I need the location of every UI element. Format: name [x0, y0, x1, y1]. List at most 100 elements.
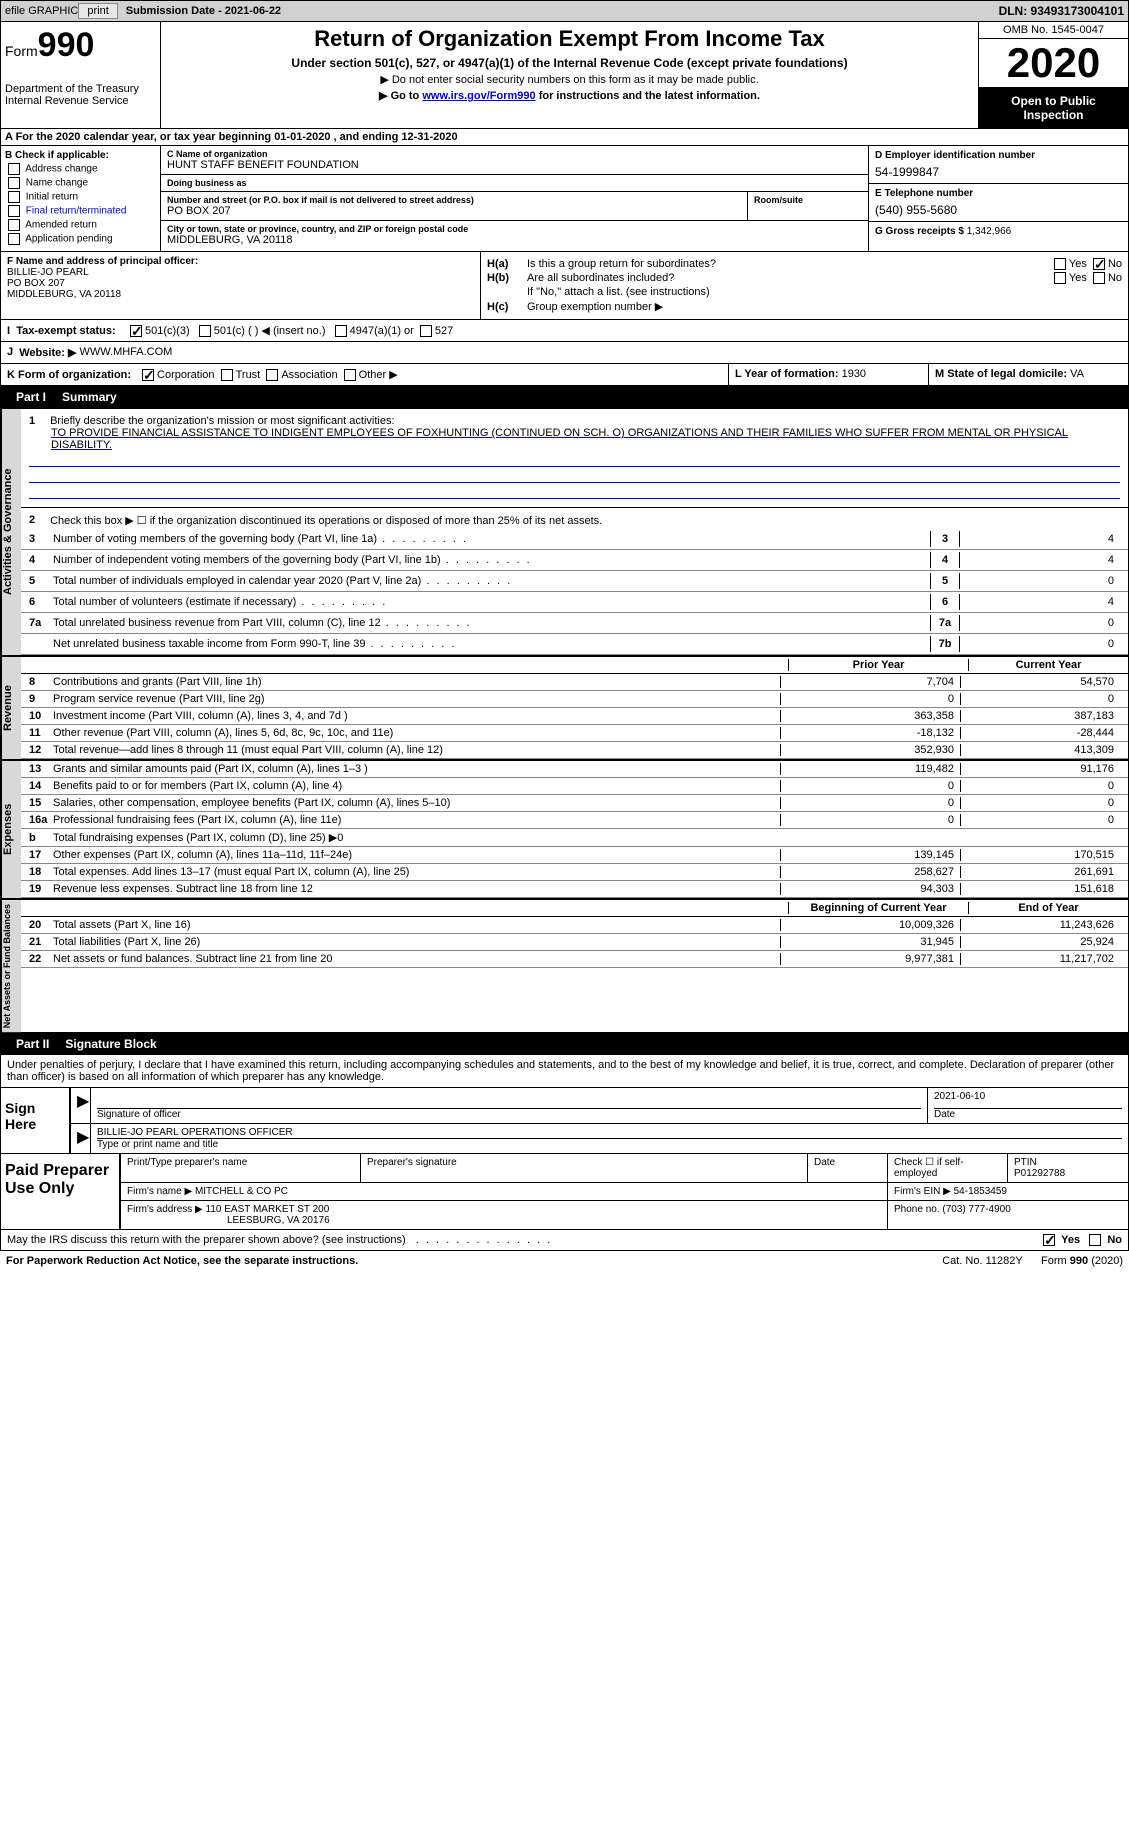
preparer-block: Paid Preparer Use Only Print/Type prepar…	[0, 1154, 1129, 1230]
ha-yes[interactable]	[1054, 258, 1066, 270]
footer-right: Form 990 (2020)	[1041, 1255, 1123, 1267]
sig-date-label: Date	[934, 1109, 1122, 1120]
hb-yes[interactable]	[1054, 272, 1066, 284]
part2-num: Part II	[8, 1035, 57, 1053]
summary-line: 21Total liabilities (Part X, line 26)31,…	[21, 934, 1128, 951]
check-applicable: B Check if applicable: Address change Na…	[1, 146, 161, 251]
chk-name-change[interactable]: Name change	[5, 177, 156, 189]
open-public-label: Open to Public Inspection	[979, 88, 1128, 128]
summary-line: 11Other revenue (Part VIII, column (A), …	[21, 725, 1128, 742]
blank-line	[29, 453, 1120, 467]
governance-block: Activities & Governance 1 Briefly descri…	[0, 408, 1129, 656]
dln-label: DLN: 93493173004101	[999, 4, 1124, 18]
print-button[interactable]: print	[78, 3, 117, 19]
begin-year-hdr: Beginning of Current Year	[788, 902, 968, 914]
part1-header: Part I Summary	[0, 386, 1129, 408]
summary-line: Net unrelated business taxable income fr…	[21, 634, 1128, 655]
hb-no[interactable]	[1093, 272, 1105, 284]
sig-officer-label: Signature of officer	[97, 1109, 921, 1120]
firm-phone-label: Phone no.	[894, 1204, 940, 1215]
governance-side-label: Activities & Governance	[1, 409, 21, 655]
name-address-block: C Name of organization HUNT STAFF BENEFI…	[161, 146, 868, 251]
addr-label: Number and street (or P.O. box if mail i…	[167, 195, 741, 205]
note2-prefix: ▶ Go to	[379, 90, 422, 102]
part1-title: Summary	[62, 390, 117, 404]
summary-line: 19Revenue less expenses. Subtract line 1…	[21, 881, 1128, 898]
footer-mid: Cat. No. 11282Y	[942, 1255, 1023, 1267]
chk-address-change[interactable]: Address change	[5, 163, 156, 175]
discuss-no[interactable]	[1089, 1234, 1101, 1246]
summary-line: 12Total revenue—add lines 8 through 11 (…	[21, 742, 1128, 759]
tax-year: 2020	[1007, 39, 1100, 86]
prep-self-hdr: Check ☐ if self-employed	[888, 1154, 1008, 1182]
chk-527[interactable]	[420, 325, 432, 337]
city-value: MIDDLEBURG, VA 20118	[167, 234, 862, 246]
instructions-link[interactable]: www.irs.gov/Form990	[422, 90, 535, 102]
note-link: ▶ Go to www.irs.gov/Form990 for instruct…	[169, 89, 970, 102]
summary-line: 22Net assets or fund balances. Subtract …	[21, 951, 1128, 968]
firm-phone: (703) 777-4900	[942, 1204, 1010, 1215]
officer-addr1: PO BOX 207	[7, 278, 474, 289]
efile-label: efile GRAPHIC	[5, 5, 78, 17]
summary-line: 18Total expenses. Add lines 13–17 (must …	[21, 864, 1128, 881]
id-block: D Employer identification number 54-1999…	[868, 146, 1128, 251]
d-label: D Employer identification number	[875, 150, 1122, 161]
l-label: L Year of formation:	[735, 368, 839, 380]
ha-no[interactable]	[1093, 258, 1105, 270]
form-id-block: Form990 Department of the Treasury Inter…	[1, 22, 161, 128]
blank-line	[29, 485, 1120, 499]
chk-initial-return[interactable]: Initial return	[5, 191, 156, 203]
expenses-side-label: Expenses	[1, 761, 21, 898]
summary-line: 20Total assets (Part X, line 16)10,009,3…	[21, 917, 1128, 934]
l2-num: 2	[29, 514, 47, 526]
opt-501c: 501(c) ( ) ◀ (insert no.)	[214, 324, 326, 337]
chk-amended[interactable]: Amended return	[5, 219, 156, 231]
dept-label: Department of the Treasury Internal Reve…	[5, 83, 156, 107]
i-text: Tax-exempt status:	[16, 325, 115, 337]
blank-line	[29, 469, 1120, 483]
expenses-block: Expenses 13Grants and similar amounts pa…	[0, 760, 1129, 899]
firm-label: Firm's name ▶	[127, 1186, 192, 1197]
summary-line: 9Program service revenue (Part VIII, lin…	[21, 691, 1128, 708]
dba-label: Doing business as	[167, 178, 862, 188]
form-header: Form990 Department of the Treasury Inter…	[0, 22, 1129, 129]
chk-app-pending[interactable]: Application pending	[5, 233, 156, 245]
m-label: M State of legal domicile:	[935, 368, 1067, 380]
chk-assoc[interactable]	[266, 369, 278, 381]
name-title-label: Type or print name and title	[97, 1139, 1122, 1150]
chk-501c[interactable]	[199, 325, 211, 337]
chk-other[interactable]	[344, 369, 356, 381]
part2-title: Signature Block	[65, 1037, 156, 1051]
website-row: J Website: ▶ WWW.MHFA.COM	[0, 342, 1129, 364]
summary-line: 6Total number of volunteers (estimate if…	[21, 592, 1128, 613]
tax-status-row: I Tax-exempt status: 501(c)(3) 501(c) ( …	[0, 320, 1129, 342]
chk-4947[interactable]	[335, 325, 347, 337]
revenue-side-label: Revenue	[1, 657, 21, 759]
phone-value: (540) 955-5680	[875, 203, 1122, 217]
hc-label: H(c)	[487, 301, 527, 313]
summary-line: 8Contributions and grants (Part VIII, li…	[21, 674, 1128, 691]
j-label: J	[7, 346, 13, 359]
firm-addr2: LEESBURG, VA 20176	[227, 1215, 330, 1226]
note-ssn: ▶ Do not enter social security numbers o…	[169, 73, 970, 86]
officer-block: F Name and address of principal officer:…	[1, 252, 481, 319]
summary-line: 16aProfessional fundraising fees (Part I…	[21, 812, 1128, 829]
mission-section: 1 Briefly describe the organization's mi…	[21, 409, 1128, 508]
i-label: I	[7, 325, 10, 337]
chk-trust[interactable]	[221, 369, 233, 381]
period-row: A For the 2020 calendar year, or tax yea…	[0, 129, 1129, 146]
chk-corp[interactable]	[142, 369, 154, 381]
officer-addr2: MIDDLEBURG, VA 20118	[7, 289, 474, 300]
l1-num: 1	[29, 415, 47, 427]
prep-sig-hdr: Preparer's signature	[361, 1154, 808, 1182]
signature-intro: Under penalties of perjury, I declare th…	[0, 1055, 1129, 1088]
firm-addr: 110 EAST MARKET ST 200	[206, 1204, 330, 1215]
ha-label: H(a)	[487, 258, 527, 270]
officer-printed-name: BILLIE-JO PEARL OPERATIONS OFFICER	[97, 1127, 1122, 1139]
chk-final-return[interactable]: Final return/terminated	[5, 205, 156, 217]
chk-501c3[interactable]	[130, 325, 142, 337]
netassets-header: Beginning of Current Year End of Year	[21, 900, 1128, 917]
mission-text: TO PROVIDE FINANCIAL ASSISTANCE TO INDIG…	[51, 427, 1120, 451]
hc-text: Group exemption number ▶	[527, 300, 663, 313]
discuss-yes[interactable]	[1043, 1234, 1055, 1246]
